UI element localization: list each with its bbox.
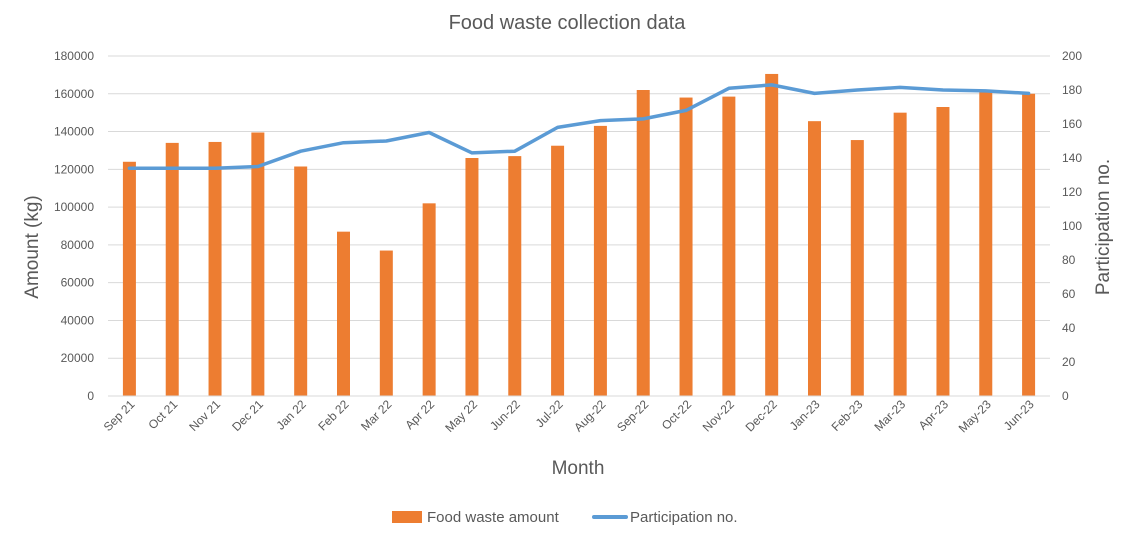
x-tick-label: Mar 22 [358,397,395,434]
y2-tick-label: 0 [1062,389,1069,403]
x-tick-label: Aug-22 [571,397,608,434]
left-axis-ticks: 0 20000 40000 60000 80000 100000 120000 140000 1… [54,49,94,403]
legend: Food waste amount Participation no. [392,509,738,526]
x-tick-label: May 22 [442,397,480,435]
x-tick-label: Nov 21 [186,397,223,434]
x-tick-label: Jun-23 [1001,397,1037,433]
x-tick-label: Jan 22 [273,397,309,433]
y2-tick-label: 200 [1062,49,1082,63]
x-tick-label: Apr-23 [916,397,952,433]
bar [122,161,136,396]
bar [765,73,779,396]
x-tick-label: Feb-23 [829,397,866,434]
y2-tick-label: 160 [1062,117,1082,131]
y2-tick-label: 60 [1062,287,1076,301]
x-tick-label: Sep-22 [614,397,651,434]
y2-tick-label: 100 [1062,219,1082,233]
bar [551,145,565,396]
y-tick-label: 20000 [61,351,95,365]
gridlines [108,55,1050,359]
bar [165,142,179,396]
x-tick-label: Sep 21 [101,397,138,434]
y2-tick-label: 80 [1062,253,1076,267]
bar [593,125,607,396]
legend-swatch-food-waste [392,511,422,523]
x-tick-label: Jan-23 [787,397,823,433]
x-tick-label: Dec-22 [743,397,780,434]
y2-tick-label: 120 [1062,185,1082,199]
bar [936,107,950,396]
chart-title: Food waste collection data [449,12,687,34]
bar [208,141,222,396]
participation-line [127,83,1031,170]
bar [337,231,350,396]
y-tick-label: 100000 [54,200,94,214]
x-tick-label: Nov-22 [700,397,737,434]
bar [850,140,864,396]
bar [808,121,821,397]
bar [893,112,907,397]
y-tick-label: 140000 [54,125,94,139]
bar [294,166,308,396]
bar [979,91,993,396]
bar [1022,93,1036,397]
y-tick-label: 120000 [54,162,94,176]
legend-label-food-waste: Food waste amount [427,509,560,526]
x-tick-label: Dec 21 [229,397,266,434]
bar [508,156,522,396]
bar [465,158,479,396]
y-tick-label: 60000 [61,276,95,290]
y-tick-label: 40000 [61,313,95,327]
x-axis-ticks: Sep 21 Oct 21 Nov 21 Dec 21 Jan 22 Feb 22 Mar … [101,397,1037,435]
x-axis-title: Month [552,458,605,479]
x-tick-label: Oct 21 [145,397,180,432]
y-tick-label: 80000 [61,238,95,252]
right-axis-ticks: 0 20 40 60 80 100 120 140 160 180 200 [1062,49,1082,403]
bar-series [122,73,1036,397]
bar [251,132,265,396]
line-series [127,83,1031,170]
y2-tick-label: 40 [1062,321,1076,335]
y-tick-label: 160000 [54,87,94,101]
y-tick-label: 180000 [54,49,94,63]
y-tick-label: 0 [87,389,94,403]
y-axis-title: Amount (kg) [22,195,43,298]
bar [422,203,436,396]
x-tick-label: Jun-22 [487,397,523,433]
x-tick-label: Feb 22 [315,397,352,434]
bar [679,97,693,397]
y2-tick-label: 140 [1062,151,1082,165]
x-tick-label: Mar-23 [871,397,908,434]
bar [722,96,736,396]
legend-label-participation: Participation no. [630,509,738,526]
y2-tick-label: 20 [1062,355,1076,369]
x-tick-label: May-23 [956,397,994,435]
y2-tick-label: 180 [1062,83,1082,97]
x-tick-label: Oct-22 [659,397,695,433]
bar [379,250,393,396]
y2-axis-title: Participation no. [1093,159,1114,295]
x-tick-label: Jul-22 [533,397,566,430]
bar [636,90,650,396]
x-tick-label: Apr 22 [402,397,437,432]
